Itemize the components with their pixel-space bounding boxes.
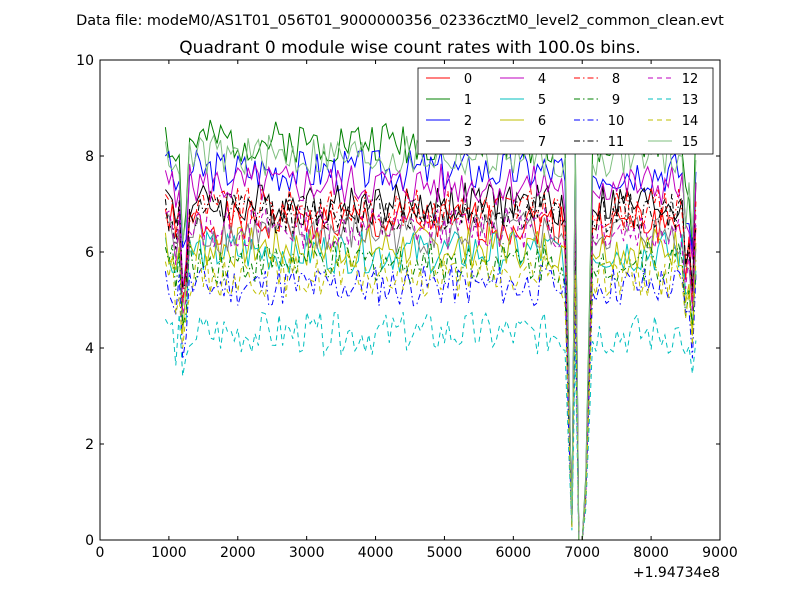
chart-title: Quadrant 0 module wise count rates with … (179, 38, 640, 58)
legend-label-2: 2 (464, 114, 472, 129)
legend-label-3: 3 (464, 135, 472, 150)
series-line-12 (165, 206, 697, 541)
y-tick-label: 8 (85, 149, 94, 165)
legend-label-1: 1 (464, 93, 472, 108)
legend-label-15: 15 (682, 135, 699, 150)
x-tick-label: 2000 (220, 545, 256, 561)
axis-ticks: 0 1000 2000 3000 4000 5000 6000 7000 8000 9000 0 2 4… (76, 53, 738, 561)
legend-label-0: 0 (464, 72, 472, 87)
legend-label-12: 12 (682, 72, 699, 87)
y-tick-label: 0 (85, 533, 94, 549)
series-line-14 (164, 253, 697, 541)
plot-frame (99, 59, 721, 541)
y-tick-label: 6 (85, 245, 94, 261)
series-line-2 (165, 149, 697, 541)
legend-box (417, 67, 714, 155)
y-tick-label: 10 (76, 53, 94, 69)
legend-label-9: 9 (612, 93, 620, 108)
legend-label-7: 7 (538, 135, 546, 150)
series-line-11 (164, 190, 697, 541)
series-line-13 (164, 311, 697, 541)
x-tick-label: 3000 (289, 545, 325, 561)
x-tick-label: 0 (96, 545, 105, 561)
x-tick-label: 8000 (633, 545, 669, 561)
series-line-4 (164, 163, 697, 541)
legend-label-11: 11 (608, 135, 625, 150)
legend-label-10: 10 (608, 114, 625, 129)
x-tick-label: 9000 (702, 545, 738, 561)
legend-label-8: 8 (612, 72, 620, 87)
series-line-3 (165, 182, 697, 541)
data-file-label: Data file: modeM0/AS1T01_056T01_90000003… (76, 13, 724, 29)
x-tick-label: 4000 (358, 545, 394, 561)
y-tick-label: 2 (85, 437, 94, 453)
legend-label-14: 14 (682, 114, 699, 129)
legend-label-4: 4 (538, 72, 546, 87)
legend-label-5: 5 (538, 93, 546, 108)
x-tick-label: 5000 (427, 545, 463, 561)
series-line-9 (164, 238, 697, 541)
legend-label-13: 13 (682, 93, 699, 108)
legend-label-6: 6 (538, 114, 546, 129)
series-line-15 (164, 133, 697, 541)
x-tick-label: 6000 (496, 545, 532, 561)
series-line-7 (165, 209, 697, 541)
series-line-10 (164, 264, 697, 541)
x-tick-label: 1000 (151, 545, 187, 561)
y-tick-label: 4 (85, 341, 94, 357)
series-line-8 (164, 187, 697, 541)
x-offset-label: +1.94734e8 (633, 565, 720, 581)
x-tick-label: 7000 (564, 545, 600, 561)
plot-area (164, 119, 697, 541)
